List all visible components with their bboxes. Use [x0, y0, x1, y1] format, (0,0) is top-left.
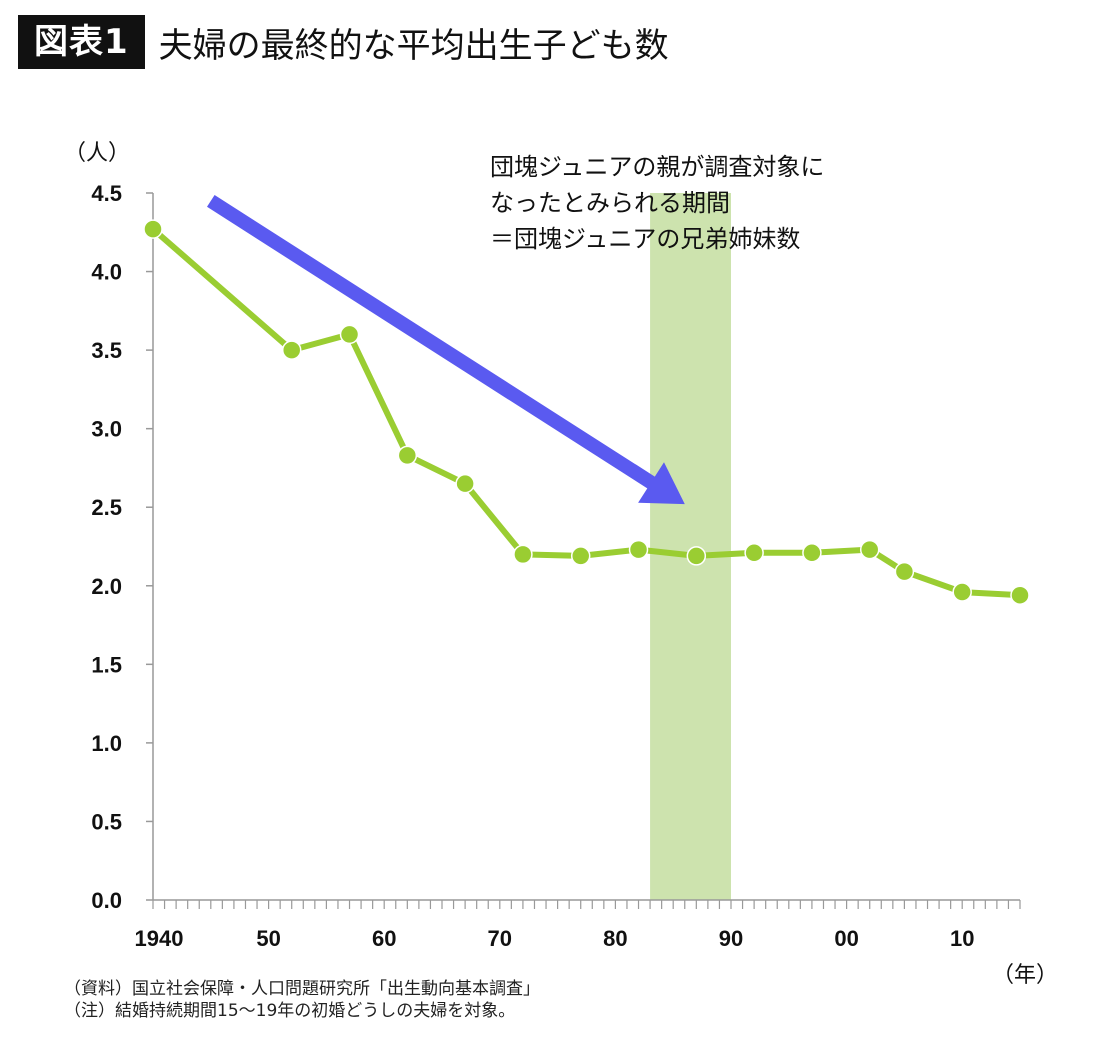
series-line [151, 226, 1021, 599]
y-tick-label: 4.0 [91, 260, 122, 285]
y-axis-unit: （人） [64, 140, 130, 165]
figure-header: 図表1 夫婦の最終的な平均出生子ども数 [18, 14, 669, 70]
data-point [1010, 585, 1030, 605]
trend-arrow [207, 195, 685, 505]
data-point [143, 219, 163, 239]
x-tick-label: 1940 [135, 926, 184, 951]
x-tick-label: 50 [256, 926, 280, 951]
x-tick-label: 10 [950, 926, 974, 951]
y-tick-label: 1.0 [91, 731, 122, 756]
data-point [455, 473, 475, 494]
x-tick-label: 60 [372, 926, 396, 951]
data-point [570, 546, 591, 566]
source-note: （資料）国立社会保障・人口問題研究所「出生動向基本調査」 [64, 979, 540, 999]
highlight-band [650, 193, 731, 900]
figure-badge: 図表1 [18, 15, 145, 69]
data-point [744, 543, 764, 563]
y-tick-label: 2.0 [91, 574, 122, 599]
y-tick-label: 3.5 [91, 338, 122, 363]
band-annotation: ＝団塊ジュニアの兄弟姉妹数 [490, 226, 800, 253]
y-tick-label: 4.5 [91, 181, 122, 206]
x-tick-label: 90 [719, 926, 743, 951]
data-point [339, 324, 360, 345]
data-point [952, 582, 972, 602]
band-annotation: 団塊ジュニアの親が調査対象に [490, 154, 824, 181]
data-point [686, 546, 707, 566]
footnotes: （資料）国立社会保障・人口問題研究所「出生動向基本調査」 （注）結婚持続期間15… [64, 978, 540, 1022]
method-note: （注）結婚持続期間15～19年の初婚どうしの夫婦を対象。 [64, 1001, 516, 1021]
data-point [628, 539, 649, 560]
data-point [859, 539, 880, 560]
data-point [802, 543, 822, 563]
x-tick-label: 80 [603, 926, 627, 951]
y-tick-label: 2.5 [91, 495, 122, 520]
x-axis-unit: （年） [992, 962, 1058, 987]
data-point [281, 340, 302, 360]
figure-title: 夫婦の最終的な平均出生子ども数 [158, 25, 669, 66]
data-point [894, 561, 915, 582]
x-tick-label: 70 [488, 926, 512, 951]
y-tick-label: 0.0 [91, 888, 122, 913]
y-tick-label: 1.5 [91, 652, 122, 677]
data-point [397, 445, 418, 466]
y-tick-label: 0.5 [91, 809, 122, 834]
data-point [513, 544, 533, 565]
band-annotation: なったとみられる期間 [490, 190, 730, 217]
y-tick-label: 3.0 [91, 417, 122, 442]
x-tick-label: 00 [834, 926, 858, 951]
